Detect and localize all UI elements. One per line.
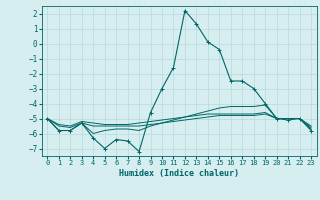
X-axis label: Humidex (Indice chaleur): Humidex (Indice chaleur) <box>119 169 239 178</box>
